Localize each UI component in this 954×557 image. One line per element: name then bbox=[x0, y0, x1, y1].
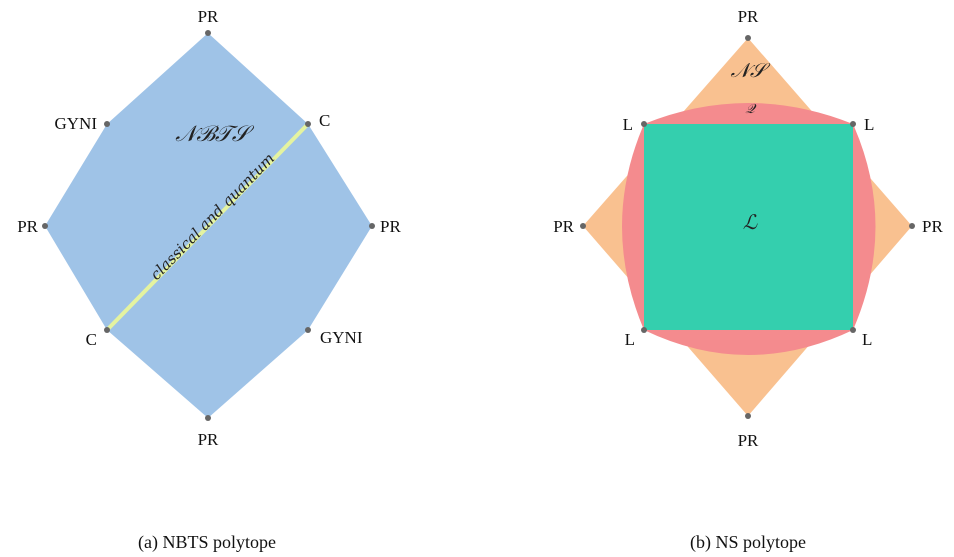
vertex-a-left bbox=[42, 223, 48, 229]
vertex-a-lower-right bbox=[305, 327, 311, 333]
classical-quantum-diagonal bbox=[105, 122, 310, 332]
vertex-b-bottom-left-label: L bbox=[625, 330, 635, 349]
vertex-b-bottom-right-label: L bbox=[862, 330, 872, 349]
vertex-b-top-label: PR bbox=[738, 7, 759, 26]
caption-a: (a) NBTS polytope bbox=[138, 532, 276, 553]
vertex-a-right-label: PR bbox=[380, 217, 401, 236]
vertex-b-top-left-label: L bbox=[623, 115, 633, 134]
caption-b: (b) NS polytope bbox=[690, 532, 806, 553]
vertex-a-bottom bbox=[205, 415, 211, 421]
nbts-region-label: 𝒩ℬ𝒯𝒮 bbox=[175, 122, 254, 147]
vertex-b-right-label: PR bbox=[922, 217, 943, 236]
vertex-b-left-label: PR bbox=[553, 217, 574, 236]
vertex-b-bottom-left bbox=[641, 327, 647, 333]
vertex-b-top bbox=[745, 35, 751, 41]
vertex-a-top-label: PR bbox=[198, 7, 219, 26]
panel-a: 𝒩ℬ𝒯𝒮 classical and quantum PR GYNI C PR … bbox=[17, 7, 401, 553]
vertex-b-top-right-label: L bbox=[864, 115, 874, 134]
vertex-a-upper-right-label: C bbox=[319, 111, 330, 130]
vertex-a-upper-right bbox=[305, 121, 311, 127]
local-polytope-region bbox=[644, 124, 853, 330]
vertex-b-bottom bbox=[745, 413, 751, 419]
ns-region-label: 𝒩𝒮 bbox=[731, 58, 771, 82]
vertex-a-top bbox=[205, 30, 211, 36]
vertex-a-left-label: PR bbox=[17, 217, 38, 236]
vertex-b-top-left bbox=[641, 121, 647, 127]
vertex-a-lower-left-label: C bbox=[86, 330, 97, 349]
local-region-label: ℒ bbox=[743, 210, 758, 234]
vertex-a-upper-left-label: GYNI bbox=[55, 114, 98, 133]
vertex-b-bottom-label: PR bbox=[738, 431, 759, 450]
vertex-b-right bbox=[909, 223, 915, 229]
vertex-a-upper-left bbox=[104, 121, 110, 127]
vertex-b-left bbox=[580, 223, 586, 229]
vertex-b-top-right bbox=[850, 121, 856, 127]
vertex-a-lower-right-label: GYNI bbox=[320, 328, 363, 347]
vertex-a-right bbox=[369, 223, 375, 229]
vertex-b-bottom-right bbox=[850, 327, 856, 333]
vertex-a-bottom-label: PR bbox=[198, 430, 219, 449]
quantum-region-label: 𝒬 bbox=[745, 102, 757, 117]
vertex-a-lower-left bbox=[104, 327, 110, 333]
panel-b: 𝒩𝒮 𝒬 ℒ PR PR PR PR L L L L (b) NS polyto… bbox=[553, 7, 943, 553]
